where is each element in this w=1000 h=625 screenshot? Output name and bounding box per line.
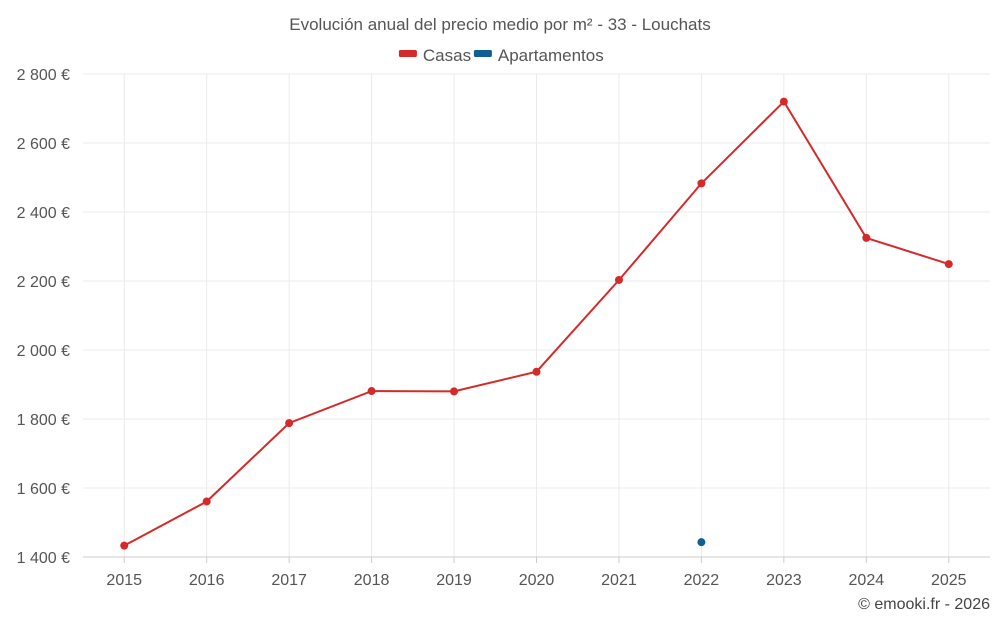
data-point-casas[interactable] [697,179,706,188]
chart-title: Evolución anual del precio medio por m² … [289,15,710,34]
y-tick-label: 1 600 € [17,481,70,498]
x-tick-label: 2015 [106,572,142,589]
x-tick-label: 2018 [354,572,390,589]
credit-text: © emooki.fr - 2026 [858,596,990,613]
y-tick-label: 2 400 € [17,205,70,222]
grid [83,73,990,557]
data-point-casas[interactable] [120,541,129,550]
data-point-casas[interactable] [202,497,211,506]
x-tick-label: 2016 [189,572,225,589]
x-tick-label: 2024 [849,572,885,589]
legend-swatch-casas[interactable] [398,50,417,57]
data-point-casas[interactable] [614,275,623,284]
data-point-apartamentos[interactable] [697,538,706,547]
data-point-casas[interactable] [450,387,459,396]
data-point-casas[interactable] [367,387,376,396]
x-tick-label: 2021 [601,572,637,589]
x-tick-label: 2022 [684,572,720,589]
x-tick-label: 2023 [766,572,802,589]
y-tick-label: 2 000 € [17,343,70,360]
legend-label-casas[interactable]: Casas [423,46,471,65]
data-point-casas[interactable] [862,233,871,242]
data-point-casas[interactable] [779,97,788,106]
axes: 1 400 € 1 600 € 1 800 € 2 000 € 2 200 € 2 400… [17,67,990,589]
y-tick-label: 1 800 € [17,412,70,429]
y-tick-label: 2 600 € [17,136,70,153]
x-tick-label: 2017 [271,572,307,589]
y-tick-label: 2 800 € [17,67,70,84]
data-point-casas[interactable] [944,260,953,269]
series [120,97,953,550]
x-tick-label: 2025 [931,572,967,589]
legend-swatch-apartamentos[interactable] [473,50,492,57]
legend-label-apartamentos[interactable]: Apartamentos [498,46,604,65]
x-tick-label: 2019 [436,572,472,589]
data-point-casas[interactable] [532,367,541,376]
y-tick-label: 2 200 € [17,274,70,291]
data-point-casas[interactable] [285,419,294,428]
legend: Casas Apartamentos [398,46,604,65]
x-tick-label: 2020 [519,572,555,589]
y-tick-label: 1 400 € [17,550,70,567]
